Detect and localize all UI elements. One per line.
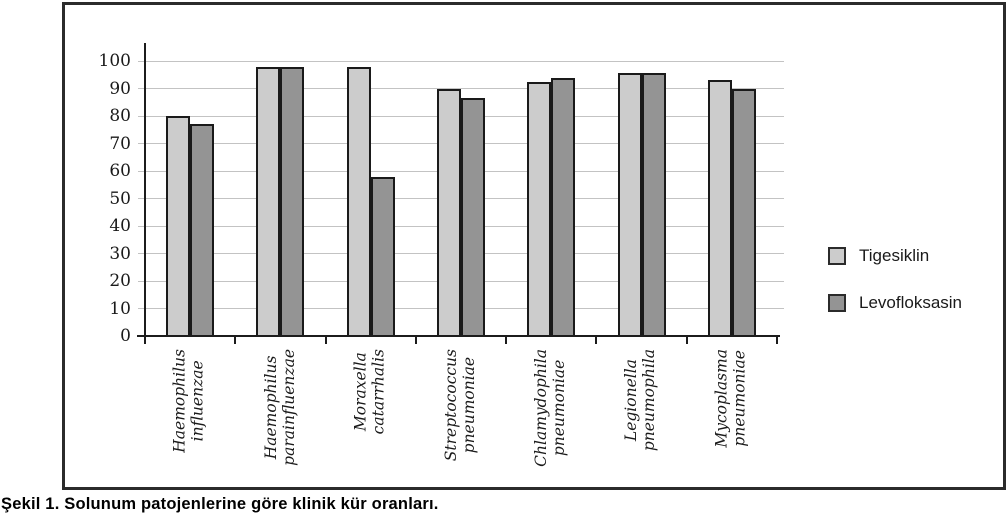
x-axis-tick — [776, 336, 778, 344]
y-axis-line — [144, 43, 146, 337]
bar-tigesiklin-haemophilus-influenzae — [166, 116, 191, 336]
bar-levofloksasin-moraxella-catarrhalis — [370, 176, 395, 336]
category-label-haemophilus-parainfluenzae: Haemophilus parainfluenzae — [261, 349, 297, 466]
y-axis-tick-label: 50 — [109, 188, 131, 209]
legend-swatch-tigesiklin — [828, 247, 846, 265]
y-axis-tick-label: 100 — [98, 51, 131, 71]
category-label-chlamydophila-pneumoniae: Chlamydophila pneumoniae — [532, 349, 568, 467]
category-label-haemophilus-influenzae: Haemophilus influenzae — [171, 349, 207, 453]
y-axis-tick-label: 20 — [109, 271, 131, 291]
plot-area: 0 10 20 30 40 50 60 70 80 90 100 Haemophilus influe… — [99, 43, 784, 467]
chart-frame: 0 10 20 30 40 50 60 70 80 90 100 Haemophilus influe… — [62, 2, 1006, 490]
x-axis-tick — [234, 336, 237, 344]
category-label-legionella-pneumophila: Legionella pneumophila — [622, 349, 659, 452]
gridline — [138, 60, 784, 62]
x-axis-tick — [144, 336, 146, 344]
legend-item-tigesiklin: Tigesiklin — [828, 246, 929, 266]
bar-tigesiklin-haemophilus-parainfluenzae — [256, 66, 281, 336]
bar-tigesiklin-streptococcus-pneumoniae — [437, 88, 461, 336]
bar-tigesiklin-legionella-pneumophila — [617, 73, 642, 336]
y-axis-tick-label: 60 — [109, 161, 131, 181]
y-axis-tick-label: 30 — [109, 243, 131, 264]
category-label-streptococcus-pneumoniae: Streptococcus pneumoniae — [442, 349, 478, 462]
bar-levofloksasin-chlamydophila-pneumoniae — [551, 77, 576, 336]
bar-levofloksasin-streptococcus-pneumoniae — [461, 98, 485, 336]
bar-tigesiklin-mycoplasma-pneumoniae — [707, 80, 732, 336]
x-axis-line — [137, 335, 780, 337]
bar-tigesiklin-chlamydophila-pneumoniae — [527, 81, 552, 336]
bar-tigesiklin-moraxella-catarrhalis — [346, 66, 371, 336]
bar-levofloksasin-haemophilus-parainfluenzae — [280, 66, 305, 336]
y-axis-tick-label: 10 — [109, 298, 131, 319]
legend-label-tigesiklin: Tigesiklin — [859, 246, 930, 265]
y-axis-tick-label: 80 — [109, 106, 131, 126]
x-axis-tick — [505, 336, 508, 344]
gridline — [138, 88, 784, 89]
x-axis-tick — [685, 336, 688, 344]
bar-levofloksasin-legionella-pneumophila — [641, 73, 666, 336]
x-axis-tick — [595, 336, 598, 344]
bar-levofloksasin-haemophilus-influenzae — [190, 124, 215, 336]
y-axis-tick-label: 70 — [109, 133, 131, 154]
x-axis-tick — [324, 336, 327, 344]
y-axis-tick-label: 90 — [109, 78, 131, 99]
legend-swatch-levofloksasin — [828, 294, 846, 312]
category-label-moraxella-catarrhalis: Moraxella catarrhalis — [351, 349, 388, 435]
bar-levofloksasin-mycoplasma-pneumoniae — [731, 88, 756, 336]
legend-label-levofloksasin: Levofloksasin — [859, 293, 963, 312]
y-axis-tick-label: 0 — [120, 326, 131, 346]
y-axis-tick-label: 40 — [109, 216, 131, 236]
legend-item-levofloksasin: Levofloksasin — [828, 293, 962, 313]
x-axis-tick — [414, 336, 417, 344]
category-label-mycoplasma-pneumoniae: Mycoplasma pneumoniae — [712, 349, 749, 448]
figure-caption: Şekil 1. Solunum patojenlerine göre klin… — [1, 495, 439, 513]
